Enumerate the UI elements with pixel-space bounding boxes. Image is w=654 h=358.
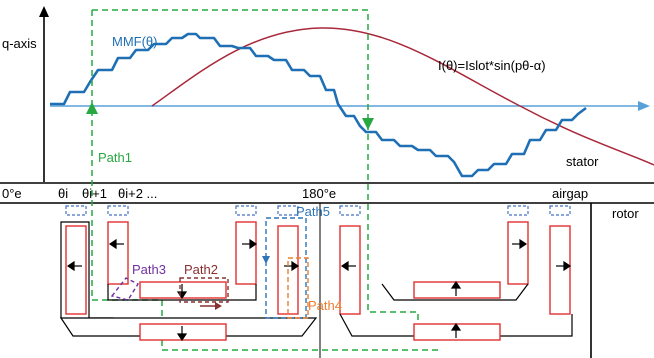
- slot-top-3: [235, 205, 257, 216]
- arrow-right-icon: [563, 260, 572, 272]
- magnet-v-6: [507, 221, 529, 285]
- path2-loop: [179, 277, 229, 303]
- current-curve: [151, 27, 654, 166]
- path4-loop: [287, 257, 309, 319]
- magnet-v-1: [65, 225, 87, 315]
- magnet-h-2: [139, 323, 227, 341]
- arrow-down-icon: [362, 118, 374, 130]
- q-axis-arrowhead: [39, 6, 49, 17]
- path2-label: Path2: [184, 262, 218, 277]
- theta-i-label: θi: [58, 186, 68, 201]
- arrow-left-icon: [66, 260, 75, 272]
- magnet-v-2: [107, 221, 129, 285]
- theta-i2-label: θi+2 ...: [118, 186, 157, 201]
- arrow-up-icon: [450, 322, 462, 331]
- path3-label: Path3: [132, 262, 166, 277]
- theta-axis-arrowhead: [638, 101, 650, 111]
- current-formula-label: I(θ)=Islot*sin(pθ-α): [438, 58, 546, 73]
- path3-loop: [110, 277, 140, 301]
- arrow-left-icon: [108, 238, 117, 250]
- deg-180-label: 180°e: [302, 186, 336, 201]
- q-axis-label: q-axis: [2, 36, 37, 51]
- rotor-structures: [59, 205, 573, 341]
- slot-top-5: [339, 205, 361, 216]
- slot-top-1: [65, 205, 87, 216]
- magnet-h-3: [413, 281, 501, 299]
- arrow-down-icon: [262, 256, 270, 264]
- arrow-down-icon: [176, 333, 188, 342]
- path1-label: Path1: [98, 150, 132, 165]
- path5-loop: [265, 217, 307, 319]
- magnet-h-1: [139, 281, 227, 299]
- arrow-up-icon: [86, 102, 98, 114]
- inner-barrier-left: [107, 284, 257, 301]
- magnet-v-3: [235, 221, 257, 285]
- theta-i1-label: θi+1: [82, 186, 107, 201]
- arrow-up-icon: [450, 280, 462, 289]
- slot-top-4: [277, 205, 299, 216]
- arrow-right-icon: [249, 238, 258, 250]
- stator-label: stator: [566, 154, 599, 169]
- arrow-right-icon: [291, 260, 300, 272]
- magnet-v-5: [339, 225, 361, 315]
- mmf-label: MMF(θ): [112, 34, 158, 49]
- path4-label: Path4: [308, 298, 342, 313]
- arrow-right-icon: [519, 238, 528, 250]
- zero-degree-label: 0°e: [2, 186, 22, 201]
- inner-barrier-right: [381, 283, 529, 301]
- slot-top-2: [107, 205, 129, 216]
- slot-top-7: [549, 205, 571, 216]
- arrow-left-icon: [340, 260, 349, 272]
- path5-label: Path5: [296, 204, 330, 219]
- magnet-v-7: [549, 225, 571, 315]
- airgap-label: airgap: [552, 186, 588, 201]
- slot-top-6: [507, 205, 529, 216]
- mmf-staircase-curve: [50, 32, 587, 178]
- rotor-label: rotor: [612, 206, 639, 221]
- arrow-right-icon: [215, 302, 222, 310]
- axes: [0, 6, 654, 358]
- magnet-h-4: [413, 323, 501, 341]
- path1-loop: [91, 9, 438, 351]
